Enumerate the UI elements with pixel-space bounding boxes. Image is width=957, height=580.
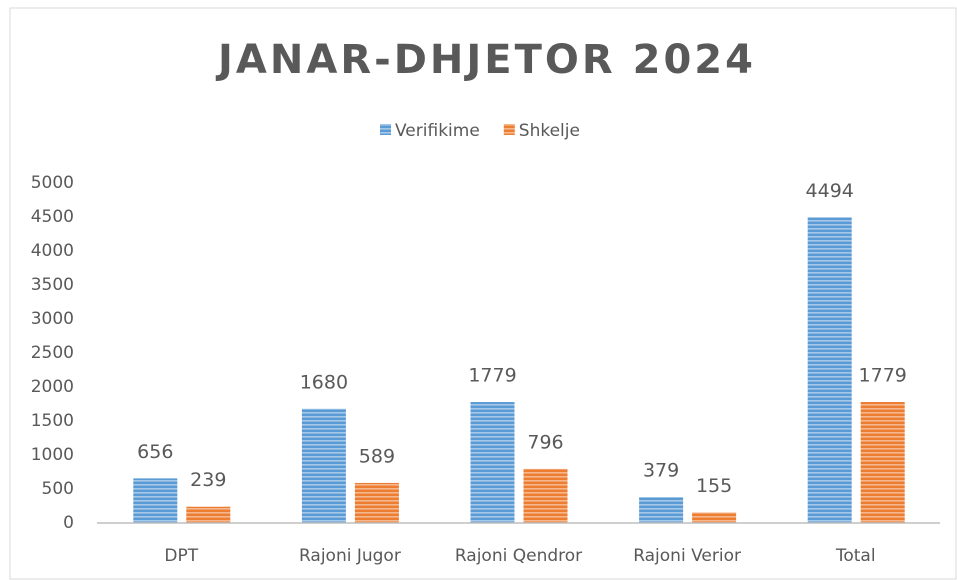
x-tick-label: Total xyxy=(835,546,876,566)
chart-title: JANAR-DHJETOR 2024 xyxy=(215,37,756,83)
data-label: 656 xyxy=(137,441,173,463)
legend-label: Shkelje xyxy=(519,121,580,141)
bar xyxy=(354,482,399,523)
bar xyxy=(470,402,515,523)
bar xyxy=(639,497,684,523)
data-label: 1779 xyxy=(468,365,516,387)
data-label: 1680 xyxy=(300,371,348,393)
data-label: 379 xyxy=(643,460,679,482)
y-tick-label: 1000 xyxy=(31,445,74,465)
x-tick-label: Rajoni Jugor xyxy=(299,546,401,566)
y-tick-label: 4500 xyxy=(31,207,74,227)
legend-swatch xyxy=(503,124,515,135)
legend-label: Verifikime xyxy=(395,121,480,141)
data-label: 155 xyxy=(696,475,732,497)
y-tick-label: 500 xyxy=(42,479,74,499)
data-label: 4494 xyxy=(806,180,854,202)
data-label: 589 xyxy=(359,445,395,467)
x-tick-label: Rajoni Qendror xyxy=(455,546,582,566)
y-tick-label: 4000 xyxy=(31,241,74,261)
x-tick-label: Rajoni Verior xyxy=(633,546,741,566)
bar xyxy=(692,512,737,523)
bar xyxy=(133,478,178,523)
y-tick-label: 1500 xyxy=(31,411,74,431)
bar xyxy=(186,506,231,523)
bar xyxy=(860,402,905,523)
data-label: 796 xyxy=(527,431,563,453)
data-label: 239 xyxy=(190,469,226,491)
y-tick-label: 3500 xyxy=(31,275,74,295)
y-tick-label: 2500 xyxy=(31,343,74,363)
y-tick-label: 3000 xyxy=(31,309,74,329)
y-tick-label: 0 xyxy=(63,513,74,533)
legend-swatch xyxy=(380,124,391,135)
bar xyxy=(807,217,852,523)
bar xyxy=(301,408,346,523)
y-tick-label: 5000 xyxy=(31,173,74,193)
bar xyxy=(523,468,568,523)
y-tick-label: 2000 xyxy=(31,377,74,397)
data-label: 1779 xyxy=(859,365,907,387)
x-tick-label: DPT xyxy=(164,546,198,566)
